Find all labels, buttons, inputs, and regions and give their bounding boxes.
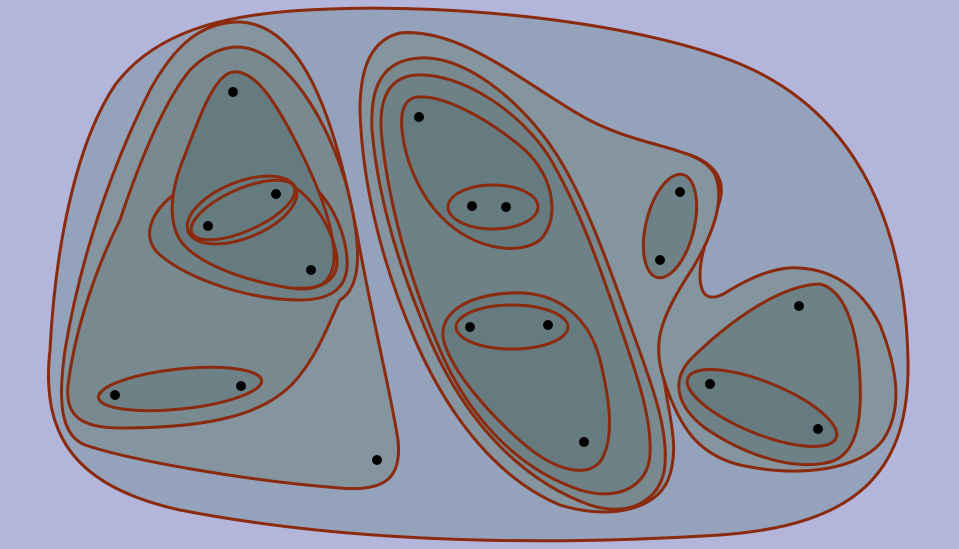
data-point <box>271 189 281 199</box>
data-point <box>110 390 120 400</box>
data-point <box>813 424 823 434</box>
data-point <box>675 187 685 197</box>
data-point <box>579 437 589 447</box>
data-point <box>228 87 238 97</box>
data-point <box>543 320 553 330</box>
data-point <box>414 112 424 122</box>
data-point <box>467 201 477 211</box>
contour-left-bottom-pair-cluster <box>96 365 264 413</box>
data-point <box>306 265 316 275</box>
data-points <box>110 87 823 465</box>
data-point <box>794 301 804 311</box>
data-point <box>655 255 665 265</box>
data-point <box>203 221 213 231</box>
contour-center-lower-pair-cluster <box>454 303 570 351</box>
contour-right-upper-pair-cluster <box>641 172 699 280</box>
contour-center-upper-pair-cluster <box>446 183 540 231</box>
data-point <box>465 322 475 332</box>
data-point <box>236 381 246 391</box>
data-point <box>372 455 382 465</box>
contour-right-lower-pair-cluster <box>685 368 839 448</box>
data-point <box>501 202 511 212</box>
data-point <box>705 379 715 389</box>
contour-left-top-pair-inner <box>189 178 297 242</box>
